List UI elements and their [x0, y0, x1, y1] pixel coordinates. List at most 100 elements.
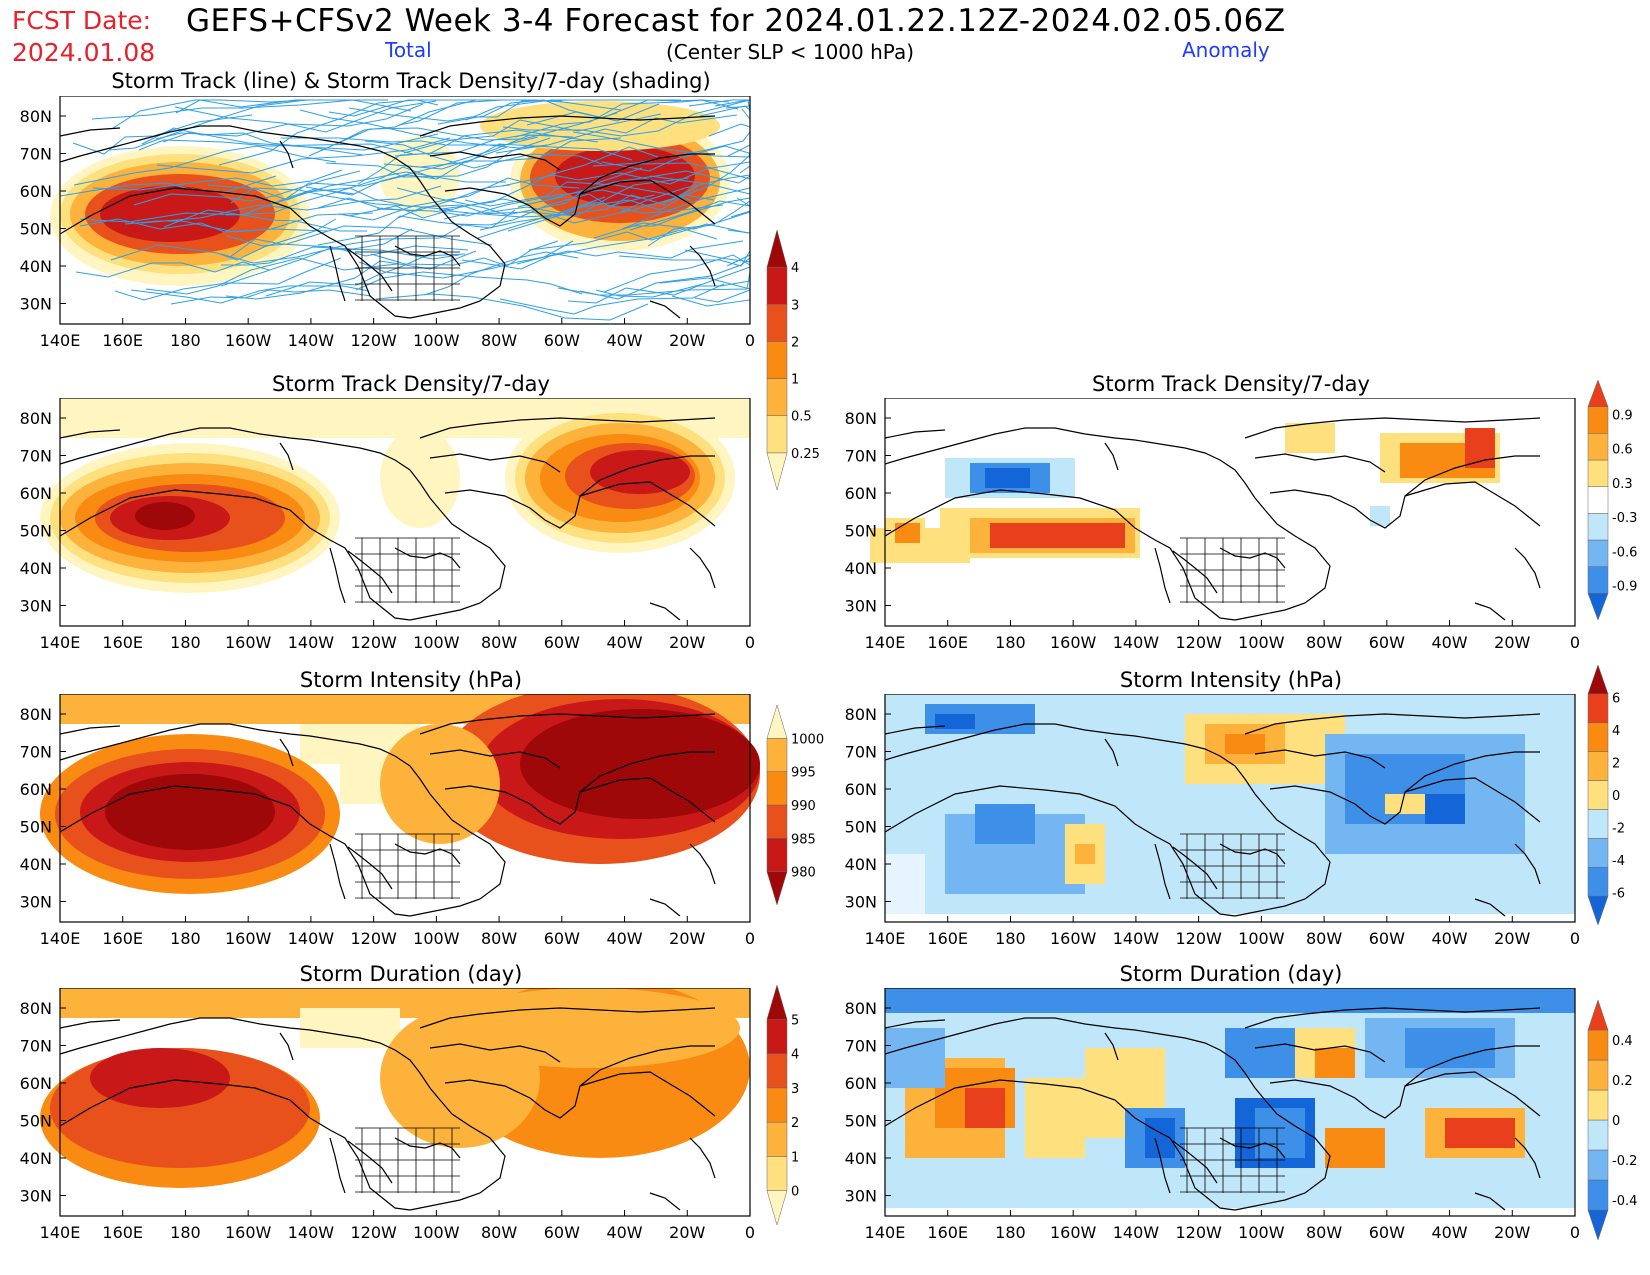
lat-tick-label: 70N	[845, 1037, 877, 1056]
colorbar-label: 3	[791, 1082, 799, 1097]
lon-tick-label: 20W	[1494, 1223, 1530, 1242]
colorbar-label: 0.6	[1612, 443, 1633, 458]
colorbar-segment	[1587, 809, 1609, 839]
lon-tick-label: 140W	[1113, 929, 1160, 948]
colorbar-label: 2	[791, 1116, 799, 1131]
lon-tick-label: 60W	[1369, 1223, 1405, 1242]
duration-anomaly-colorbar: -0.4 -0.2 0 0.2 0.4	[1586, 990, 1646, 1254]
colorbar-segment	[1587, 1179, 1609, 1211]
colorbar-segment	[766, 452, 788, 491]
lat-tick-label: 80N	[20, 107, 52, 126]
lat-tick-label: 40N	[845, 559, 877, 578]
lat-tick-label: 60N	[20, 484, 52, 503]
duration-anomaly-map: 140E 160E 180 160W 140W 120W 100W 80W 60W 40W 20W 0…	[825, 988, 1585, 1266]
colorbar-segment	[766, 1190, 788, 1226]
colorbar-segment	[766, 871, 788, 906]
density-total-colorbar: 0.25 0.5 1 2 3 4	[765, 220, 825, 504]
lat-tick-label: 50N	[845, 1112, 877, 1131]
colorbar-label: -0.6	[1612, 545, 1637, 560]
density-anomaly-map: 140E 160E 180 160W 140W 120W 100W 80W 60W 40W 20W 0…	[825, 398, 1585, 676]
colorbar-label: 0	[1612, 789, 1620, 804]
colorbar-segment	[766, 1156, 788, 1191]
colorbar-label: 0.3	[1612, 477, 1633, 492]
colorbar-segment	[766, 704, 788, 739]
lon-tick-label: 60W	[544, 633, 580, 652]
lon-tick-label: 40W	[606, 929, 642, 948]
colorbar-segment	[1587, 780, 1609, 810]
lat-tick-label: 50N	[845, 818, 877, 837]
lat-tick-label: 80N	[845, 705, 877, 724]
colorbar-label: 990	[791, 799, 816, 814]
lon-tick-label: 100W	[1238, 929, 1285, 948]
lon-tick-label: 160E	[927, 633, 968, 652]
lon-tick-label: 140E	[865, 929, 906, 948]
lat-tick-label: 80N	[845, 999, 877, 1018]
intensity-anomaly-title: Storm Intensity (hPa)	[1119, 668, 1343, 692]
lon-tick-label: 60W	[1369, 633, 1405, 652]
colorbar-label: 1000	[791, 732, 824, 747]
colorbar-label: 1	[791, 373, 799, 388]
lat-tick-label: 60N	[20, 780, 52, 799]
colorbar-segment	[1587, 1089, 1609, 1121]
lat-tick-label: 60N	[20, 182, 52, 201]
lon-tick-label: 140W	[288, 331, 335, 350]
colorbar-label: 4	[791, 1048, 799, 1063]
colorbar-segment	[1587, 866, 1609, 897]
coastline-outlines	[59, 713, 716, 917]
lon-tick-label: 0	[1570, 929, 1580, 948]
us-state-lines	[1180, 833, 1285, 899]
lon-tick-label: 20W	[669, 331, 705, 350]
intensity-total-title: Storm Intensity (hPa)	[299, 668, 523, 692]
forecast-date-label: FCST Date:	[12, 6, 152, 35]
lat-tick-label: 70N	[20, 145, 52, 164]
lon-tick-label: 140E	[40, 633, 81, 652]
colorbar-segment	[766, 1121, 788, 1157]
colorbar-label: 0.5	[791, 410, 812, 425]
lat-tick-label: 50N	[20, 220, 52, 239]
lat-tick-label: 40N	[20, 855, 52, 874]
lon-tick-label: 20W	[669, 633, 705, 652]
colorbar-segment	[1587, 566, 1609, 594]
lon-tick-label: 100W	[413, 929, 460, 948]
colorbar-label: 985	[791, 832, 816, 847]
colorbar-segment	[766, 738, 788, 772]
lon-tick-label: 180	[170, 331, 201, 350]
colorbar-label: 6	[1612, 692, 1620, 707]
density-anomaly-title: Storm Track Density/7-day	[1092, 372, 1370, 396]
colorbar-segment	[766, 838, 788, 872]
colorbar-segment	[766, 378, 788, 416]
colorbar-segment	[1587, 693, 1609, 724]
intensity-total-colorbar: 980 985 990 995 1000	[765, 695, 825, 919]
intensity-anomaly-map: 140E 160E 180 160W 140W 120W 100W 80W 60W 40W 20W 0…	[825, 694, 1585, 972]
lon-tick-label: 120W	[1175, 929, 1222, 948]
colorbar-label: -4	[1612, 854, 1625, 869]
lat-tick-label: 50N	[20, 1112, 52, 1131]
lon-tick-label: 80W	[481, 633, 517, 652]
lat-tick-label: 70N	[20, 743, 52, 762]
track-panel-title: Storm Track (line) & Storm Track Density…	[111, 69, 711, 93]
lat-tick-label: 60N	[20, 1074, 52, 1093]
colorbar-label: 4	[791, 261, 799, 276]
lat-tick-label: 80N	[20, 999, 52, 1018]
lon-tick-label: 140E	[865, 1223, 906, 1242]
lon-tick-label: 140W	[288, 633, 335, 652]
colorbar-segment	[1587, 838, 1609, 868]
lon-tick-label: 160W	[225, 1223, 272, 1242]
coastline-outlines	[59, 115, 716, 319]
lat-tick-label: 30N	[845, 1187, 877, 1206]
colorbar-label: 0.4	[1612, 1034, 1633, 1049]
colorbar-label: -0.4	[1612, 1194, 1637, 1209]
us-state-lines	[355, 833, 460, 899]
lon-tick-label: 140W	[288, 1223, 335, 1242]
colorbar-label: 995	[791, 766, 816, 781]
lon-tick-label: 20W	[1494, 929, 1530, 948]
lon-tick-label: 140W	[288, 929, 335, 948]
lon-tick-label: 160E	[102, 1223, 143, 1242]
lon-tick-label: 160W	[1050, 1223, 1097, 1242]
lat-tick-label: 30N	[845, 597, 877, 616]
lat-tick-label: 30N	[20, 597, 52, 616]
colorbar-label: 3	[791, 298, 799, 313]
lat-tick-label: 70N	[845, 743, 877, 762]
lon-tick-label: 160W	[225, 633, 272, 652]
colorbar-segment	[766, 984, 788, 1020]
